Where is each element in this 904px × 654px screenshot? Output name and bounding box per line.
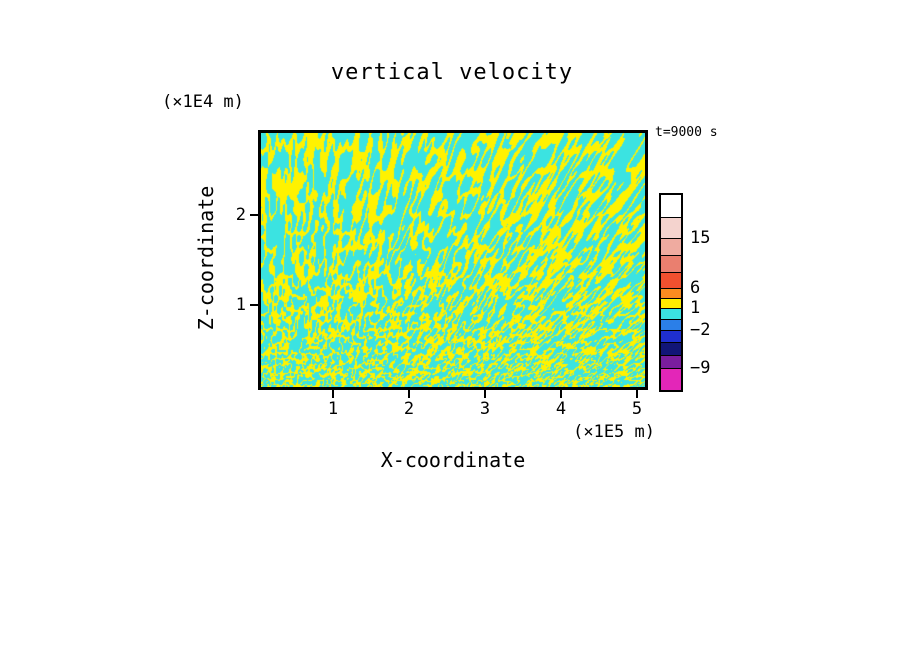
colorbar-segment [661,298,681,308]
x-axis-tick-label: 4 [555,399,567,419]
colorbar-segment [661,255,681,272]
colorbar-label: −9 [690,358,711,378]
x-axis-tick-label: 5 [631,399,643,419]
x-axis-tick [560,390,562,398]
y-axis-label: Z-coordinate [194,185,218,331]
y-axis-tick [250,304,258,306]
x-axis-tick-label: 2 [403,399,415,419]
x-axis-tick-label: 3 [479,399,491,419]
colorbar-segment [661,238,681,255]
colorbar [659,193,683,392]
x-axis-tick [408,390,410,398]
colorbar-segment [661,342,681,355]
colorbar-segment [661,308,681,319]
velocity-field-canvas [261,133,645,387]
x-axis-tick-label: 1 [327,399,339,419]
x-axis-tick [484,390,486,398]
x-axis-label: X-coordinate [380,448,526,472]
colorbar-segment [661,319,681,330]
chart-title: vertical velocity [330,60,574,85]
x-axis-tick [332,390,334,398]
y-axis-unit-label: (×1E4 m) [162,92,244,112]
colorbar-label: 1 [690,298,701,318]
y-axis-tick [250,214,258,216]
time-annotation: t=9000 s [655,125,718,140]
colorbar-segment [661,355,681,368]
colorbar-segment [661,330,681,342]
colorbar-label: 6 [690,278,701,298]
colorbar-label: 15 [690,228,711,248]
y-axis-tick-label: 1 [235,295,246,315]
colorbar-segment [661,288,681,298]
colorbar-label: −2 [690,320,711,340]
x-axis-tick [636,390,638,398]
colorbar-segment [661,272,681,288]
y-axis-tick-label: 2 [235,205,246,225]
colorbar-segment [661,368,681,390]
x-axis-unit-label: (×1E5 m) [573,422,655,442]
colorbar-segment [661,195,681,217]
colorbar-segment [661,217,681,238]
plot-area [258,130,648,390]
